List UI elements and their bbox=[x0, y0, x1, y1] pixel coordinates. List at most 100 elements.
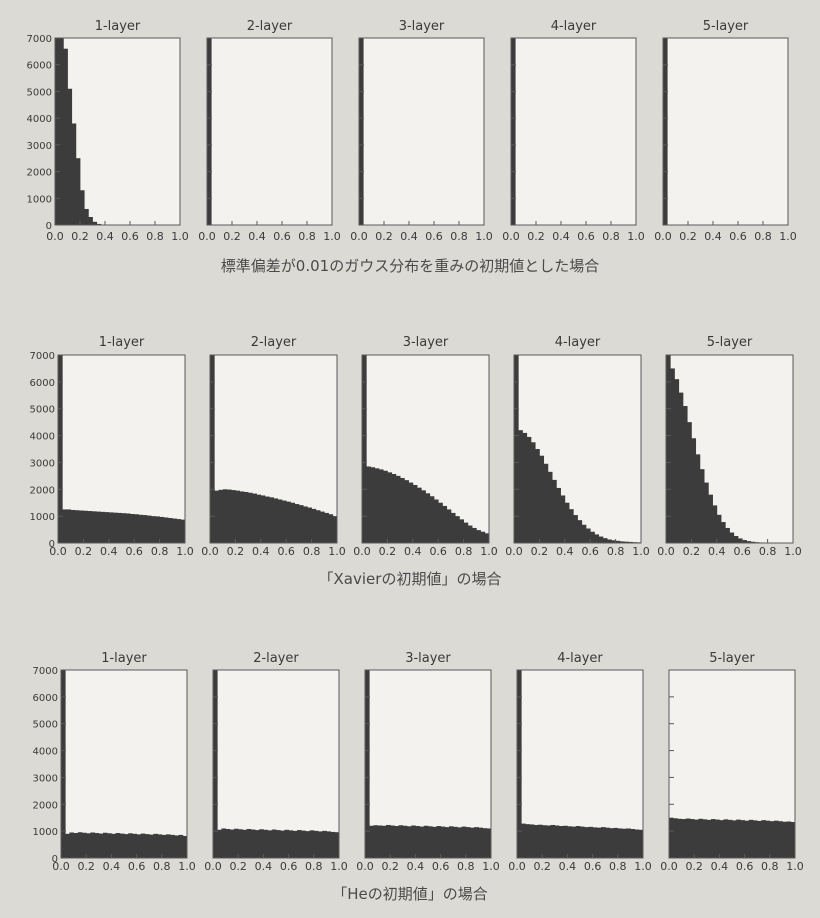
histogram-bar bbox=[723, 819, 729, 858]
histogram-bar bbox=[320, 511, 325, 543]
histogram-bar bbox=[174, 835, 179, 858]
histogram-bar bbox=[511, 38, 516, 225]
histogram-bar bbox=[538, 824, 543, 858]
histogram-bar bbox=[478, 827, 483, 858]
histogram-bar bbox=[383, 470, 388, 543]
histogram-panel: 3-layer 0.0 0.2 0.4 0.6 0.8 1.0 bbox=[356, 651, 500, 873]
histogram-panel: 5-layer 0.0 0.2 0.4 0.6 0.8 1.0 bbox=[657, 335, 802, 558]
x-tick-label: 0.2 bbox=[77, 860, 95, 873]
panel-title: 5-layer bbox=[709, 651, 755, 666]
histogram-bar bbox=[737, 538, 743, 543]
x-tick-label: 0.4 bbox=[711, 860, 729, 873]
histogram-bar bbox=[86, 833, 91, 858]
histogram-bar bbox=[119, 833, 125, 858]
histogram-panel: 4-layer 0.0 0.2 0.4 0.6 0.8 1.0 bbox=[508, 651, 652, 873]
histogram-bar bbox=[480, 531, 486, 543]
panel-frame bbox=[60, 669, 188, 859]
histogram-bar bbox=[260, 495, 266, 543]
histogram-bar bbox=[107, 833, 112, 858]
x-tick-label: 0.4 bbox=[96, 230, 114, 243]
histogram-rows: 1-layer 0.0 0.2 0.4 0.6 0.8 1.0 0 1000 2000 3000 40… bbox=[27, 19, 804, 903]
histogram-bar bbox=[474, 827, 479, 858]
histogram-bar bbox=[615, 540, 621, 543]
panel-frame bbox=[668, 669, 796, 859]
histogram-bar bbox=[715, 819, 720, 858]
histogram-bar bbox=[226, 489, 232, 543]
histogram-bar bbox=[592, 827, 598, 858]
histogram-bar bbox=[168, 518, 173, 543]
x-tick-label: 0.8 bbox=[153, 860, 171, 873]
histogram-bar bbox=[182, 835, 188, 858]
x-tick-label: 0.0 bbox=[350, 230, 368, 243]
histogram-bar bbox=[417, 487, 422, 543]
histogram-bar bbox=[761, 820, 766, 858]
histogram-row: 1-layer 0.0 0.2 0.4 0.6 0.8 1.0 0 1000 2000 3000 40… bbox=[30, 335, 802, 588]
x-tick-label: 0.2 bbox=[379, 545, 397, 558]
histogram-bar bbox=[425, 493, 431, 543]
y-tick-label: 3000 bbox=[33, 773, 58, 784]
histogram-bar bbox=[673, 818, 678, 858]
histogram-bar bbox=[442, 505, 448, 543]
x-tick-label: 0.6 bbox=[577, 230, 595, 243]
x-tick-label: 0.0 bbox=[502, 230, 520, 243]
x-tick-label: 0.4 bbox=[552, 230, 570, 243]
histogram-bar bbox=[73, 833, 79, 858]
y-tick-label: 6000 bbox=[30, 378, 55, 389]
histogram-bar bbox=[685, 818, 691, 858]
histogram-bar bbox=[103, 832, 108, 858]
histogram-bar bbox=[334, 832, 340, 858]
histogram-bar bbox=[613, 827, 619, 858]
histogram-bar bbox=[698, 818, 703, 858]
histogram-bar bbox=[556, 487, 561, 543]
histogram-bar bbox=[117, 512, 122, 543]
panel-title: 4-layer bbox=[555, 335, 601, 350]
histogram-bar bbox=[712, 505, 718, 543]
histogram-bar bbox=[328, 514, 334, 543]
panel-area bbox=[207, 38, 332, 225]
histogram-bar bbox=[71, 123, 77, 225]
histogram-bar bbox=[529, 824, 535, 858]
histogram-bar bbox=[75, 158, 81, 225]
panel-title: 2-layer bbox=[251, 335, 297, 350]
histogram-bar bbox=[716, 514, 722, 543]
panel-frame bbox=[510, 37, 637, 226]
histogram-bar bbox=[238, 829, 243, 858]
histogram-bar bbox=[359, 38, 364, 225]
histogram-bar bbox=[111, 833, 116, 858]
histogram-bar bbox=[386, 824, 391, 858]
histogram-bar bbox=[307, 507, 312, 543]
histogram-bar bbox=[605, 827, 610, 858]
histogram-bar bbox=[590, 531, 595, 543]
histogram-bar bbox=[525, 824, 530, 858]
histogram-bar bbox=[246, 828, 252, 858]
histogram-bar bbox=[585, 528, 591, 543]
histogram-bar bbox=[472, 527, 477, 543]
histogram-bar bbox=[136, 834, 142, 858]
x-tick-label: 0.6 bbox=[581, 545, 599, 558]
x-tick-label: 0.0 bbox=[654, 230, 672, 243]
histogram-bar bbox=[547, 471, 553, 543]
histogram-bar bbox=[674, 379, 680, 543]
histogram-bar bbox=[765, 820, 771, 858]
histogram-bar bbox=[721, 522, 726, 543]
histogram-bar bbox=[269, 497, 274, 543]
histogram-bar bbox=[446, 509, 452, 543]
histogram-bar bbox=[465, 827, 471, 858]
histogram-bar bbox=[774, 820, 779, 858]
histogram-bar bbox=[708, 494, 713, 543]
histogram-bar bbox=[602, 538, 608, 543]
x-tick-label: 0.4 bbox=[407, 860, 425, 873]
histogram-bar bbox=[624, 541, 629, 543]
histogram-bar bbox=[284, 829, 289, 858]
histogram-bar bbox=[563, 825, 568, 858]
histogram-bar bbox=[286, 501, 291, 543]
histogram-bar bbox=[429, 496, 435, 543]
x-tick-label: 0.8 bbox=[602, 230, 620, 243]
x-tick-label: 0.0 bbox=[198, 230, 216, 243]
panel-area bbox=[61, 670, 187, 858]
y-tick-label: 7000 bbox=[30, 351, 55, 362]
histogram-bar bbox=[455, 516, 460, 543]
y-tick-label: 1000 bbox=[30, 512, 55, 523]
histogram-bar bbox=[423, 825, 429, 858]
x-tick-label: 0.2 bbox=[227, 545, 245, 558]
